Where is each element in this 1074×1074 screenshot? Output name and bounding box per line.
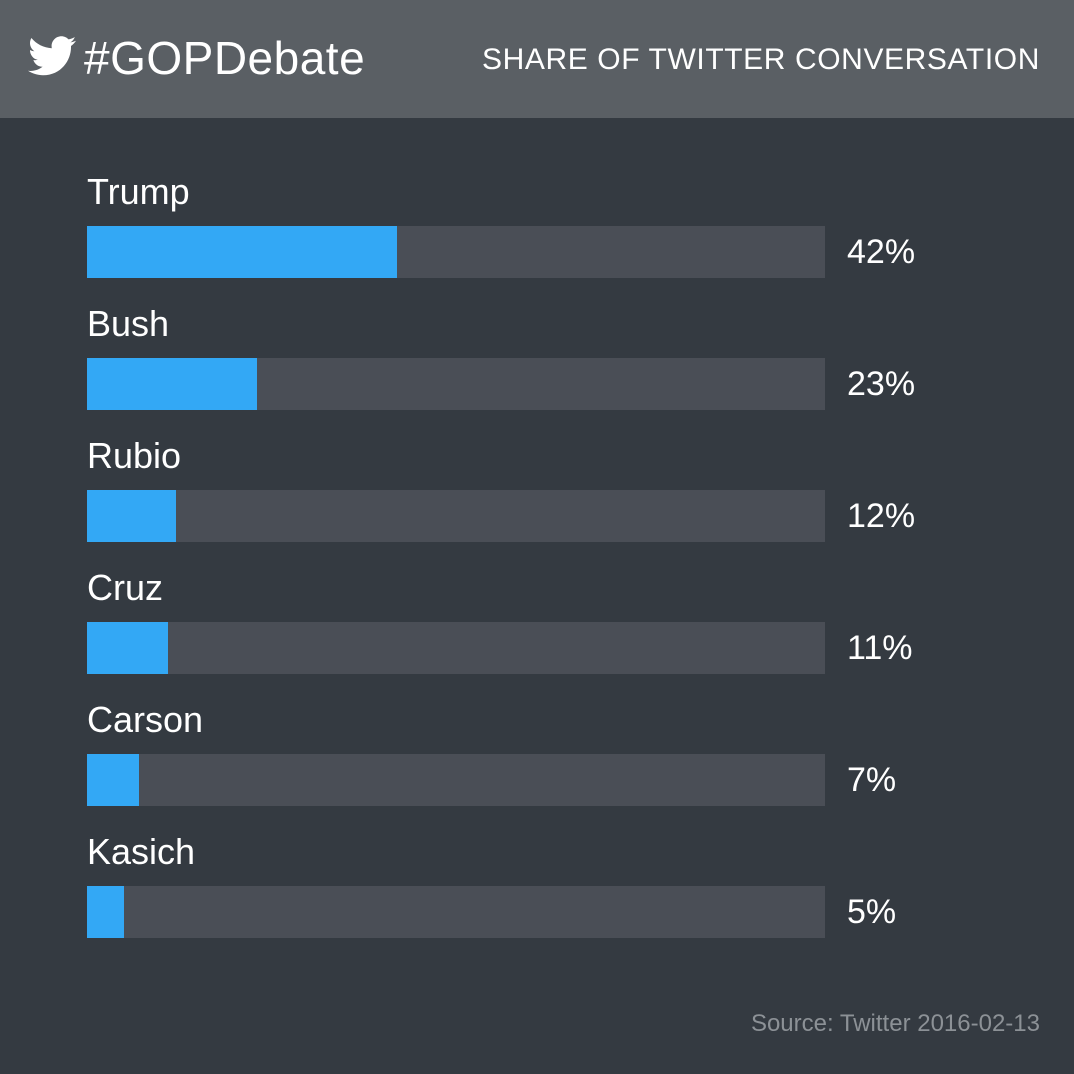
bar-value-label: 5% <box>847 893 897 931</box>
bar-value-label: 42% <box>847 233 916 271</box>
twitter-bird-icon <box>28 36 76 76</box>
bar-row-rubio: Rubio 12% <box>87 382 987 542</box>
bar-bush <box>87 358 257 410</box>
bar-label: Bush <box>87 303 170 344</box>
bar-track <box>87 622 825 674</box>
bar-track <box>87 754 825 806</box>
bar-track <box>87 490 825 542</box>
bar-chart: Trump 42% Bush 23% Rubio 12% Cruz 11% Carson 7% Ka… <box>0 118 1074 978</box>
bar-value-label: 7% <box>847 761 897 799</box>
bar-label: Trump <box>87 171 190 212</box>
bar-kasich <box>87 886 124 938</box>
bar-row-cruz: Cruz 11% <box>87 514 987 674</box>
bar-label: Cruz <box>87 567 164 608</box>
bar-track <box>87 886 825 938</box>
bar-row-carson: Carson 7% <box>87 646 987 806</box>
bar-carson <box>87 754 139 806</box>
bar-label: Rubio <box>87 435 182 476</box>
bar-label: Kasich <box>87 831 196 872</box>
bar-trump <box>87 226 397 278</box>
header-bar: #GOPDebate SHARE OF TWITTER CONVERSATION <box>0 0 1074 118</box>
bar-cruz <box>87 622 169 674</box>
bar-row-trump: Trump 42% <box>87 118 987 278</box>
source-note: Source: Twitter 2016-02-13 <box>750 1010 1040 1037</box>
bar-track <box>87 358 825 410</box>
bar-row-kasich: Kasich 5% <box>87 778 987 938</box>
bar-value-label: 11% <box>847 629 913 667</box>
bar-label: Carson <box>87 699 204 740</box>
bar-rubio <box>87 490 176 542</box>
hashtag-title: #GOPDebate <box>84 32 366 84</box>
bar-row-bush: Bush 23% <box>87 250 987 410</box>
bar-value-label: 23% <box>847 365 916 403</box>
bar-track <box>87 226 825 278</box>
bar-value-label: 12% <box>847 497 916 535</box>
chart-title: SHARE OF TWITTER CONVERSATION <box>482 43 1040 76</box>
